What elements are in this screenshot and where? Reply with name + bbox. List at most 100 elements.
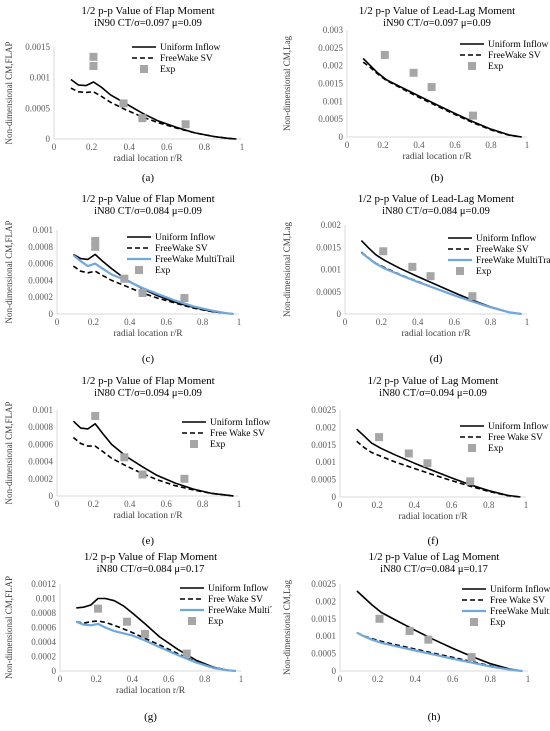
panel-label: (e) — [142, 535, 155, 547]
x-tick-label: 0.4 — [412, 317, 424, 327]
legend-label: Uniform Inflow — [210, 417, 271, 428]
chart-title: 1/2 p-p Value of Flap Moment — [84, 551, 217, 563]
legend-label: FreeWake MultiTrail — [476, 256, 550, 266]
y-tick-label: 0.0005 — [316, 287, 341, 297]
y-tick-label: 0.001 — [321, 265, 341, 275]
x-tick-label: 0.2 — [88, 317, 99, 327]
exp-marker — [468, 292, 477, 301]
x-tick-label: 0.4 — [127, 674, 139, 684]
legend-label: FreeWake SV — [160, 54, 213, 64]
exp-marker — [91, 236, 100, 245]
x-tick-label: 0.2 — [91, 674, 102, 684]
x-tick-label: 0.4 — [413, 140, 425, 150]
exp-marker — [122, 617, 131, 626]
legend-label: Exp — [210, 440, 226, 450]
y-tick-label: 0.001 — [316, 631, 336, 641]
chart-panel: 1/2 p-p Value of Lag Moment iN80 CT/σ=0.0… — [280, 372, 550, 550]
panel-label: (d) — [430, 353, 443, 365]
exp-marker — [379, 247, 388, 256]
legend-label: FreeWake SV — [476, 245, 529, 255]
y-tick-label: 0 — [49, 309, 54, 319]
exp-marker — [426, 272, 435, 281]
legend-label: Exp — [476, 267, 492, 277]
legend-label: Uniform Inflow — [160, 42, 221, 53]
y-tick-label: 0 — [339, 132, 344, 142]
y-tick-label: 0.0005 — [25, 103, 50, 113]
chart-subtitle: iN90 CT/σ=0.097 μ=0.09 — [94, 18, 202, 29]
series-line — [72, 254, 234, 316]
series-line — [362, 61, 522, 138]
x-tick-label: 1 — [237, 499, 242, 509]
x-tick-label: 1 — [239, 674, 244, 684]
x-tick-label: 0 — [55, 499, 60, 509]
exp-marker — [467, 653, 476, 662]
legend-swatch — [188, 617, 196, 625]
x-tick-label: 0.2 — [88, 499, 99, 509]
y-tick-label: 0.0025 — [311, 405, 336, 415]
panel-label: (c) — [142, 353, 155, 365]
x-tick-label: 0.6 — [449, 140, 461, 150]
x-tick-label: 0 — [58, 674, 63, 684]
y-axis-label: Non-dimensional CM,Lag — [282, 36, 292, 131]
chart-subtitle: iN80 CT/σ=0.084 μ=0.17 — [380, 564, 488, 575]
y-tick-label: 0.0015 — [316, 242, 341, 252]
chart-panel: 1/2 p-p Value of Lead-Lag Moment iN90 CT/… — [280, 2, 550, 187]
y-tick-label: 0.001 — [36, 594, 56, 604]
legend-label: Uniform Inflow — [208, 583, 269, 594]
x-tick-label: 0.4 — [409, 500, 421, 510]
x-tick-label: 0.4 — [124, 317, 136, 327]
legend-label: Uniform Inflow — [476, 233, 537, 244]
chart-title: 1/2 p-p Value of Flap Moment — [81, 375, 214, 387]
y-tick-label: 0.0005 — [311, 475, 336, 485]
panel-label: (b) — [431, 172, 444, 184]
series-line — [70, 78, 237, 140]
y-axis-label: Non-dimensional CM,FLAP — [4, 41, 14, 144]
y-tick-label: 0.0015 — [311, 440, 336, 450]
exp-marker — [375, 614, 384, 623]
x-axis-label: radial location r/R — [116, 686, 186, 696]
legend-label: Exp — [488, 62, 504, 72]
legend-label: Exp — [160, 65, 176, 75]
y-tick-label: 0.0025 — [318, 43, 343, 53]
legend-label: Exp — [490, 618, 506, 628]
chart-subtitle: iN80 CT/σ=0.094 μ=0.09 — [379, 388, 487, 399]
series-line — [72, 436, 234, 497]
legend-label: Uniform Inflow — [490, 584, 550, 595]
x-tick-label: 0.6 — [446, 500, 458, 510]
y-tick-label: 0 — [52, 666, 57, 676]
x-tick-label: 0.6 — [161, 317, 173, 327]
x-axis-label: radial location r/R — [113, 329, 183, 339]
chart-title: 1/2 p-p Value of Lead-Lag Moment — [358, 193, 515, 205]
x-tick-label: 0 — [52, 142, 57, 152]
x-tick-label: 1 — [525, 317, 530, 327]
exp-marker — [405, 626, 414, 635]
x-tick-label: 0.6 — [163, 674, 175, 684]
y-tick-label: 0 — [337, 309, 342, 319]
y-axis-label: Non-dimensional CM,Lag — [282, 580, 292, 675]
y-tick-label: 0.0005 — [311, 649, 336, 659]
x-tick-label: 0.2 — [372, 674, 383, 684]
legend-swatch — [470, 618, 478, 626]
x-tick-label: 0.4 — [124, 142, 136, 152]
y-tick-label: 0.001 — [30, 73, 50, 83]
legend-label: Exp — [488, 444, 504, 454]
x-tick-label: 0.2 — [376, 317, 387, 327]
chart-panel: 1/2 p-p Value of Lead-Lag Moment iN80 CT/… — [280, 190, 550, 368]
x-tick-label: 1 — [525, 140, 530, 150]
legend-label: Uniform Inflow — [488, 421, 549, 432]
chart-title: 1/2 p-p Value of Flap Moment — [81, 193, 214, 205]
legend-swatch — [468, 62, 476, 70]
x-tick-label: 0 — [343, 317, 348, 327]
y-axis-label: Non-dimensional CM,Lag — [282, 222, 292, 317]
legend-swatch — [468, 444, 476, 452]
x-tick-label: 0 — [338, 674, 343, 684]
y-tick-label: 0.0004 — [28, 275, 53, 285]
exp-marker — [404, 449, 413, 458]
y-tick-label: 0.003 — [323, 25, 344, 35]
x-tick-label: 0.8 — [199, 142, 211, 152]
x-tick-label: 0.6 — [161, 142, 173, 152]
series-line — [356, 440, 521, 498]
